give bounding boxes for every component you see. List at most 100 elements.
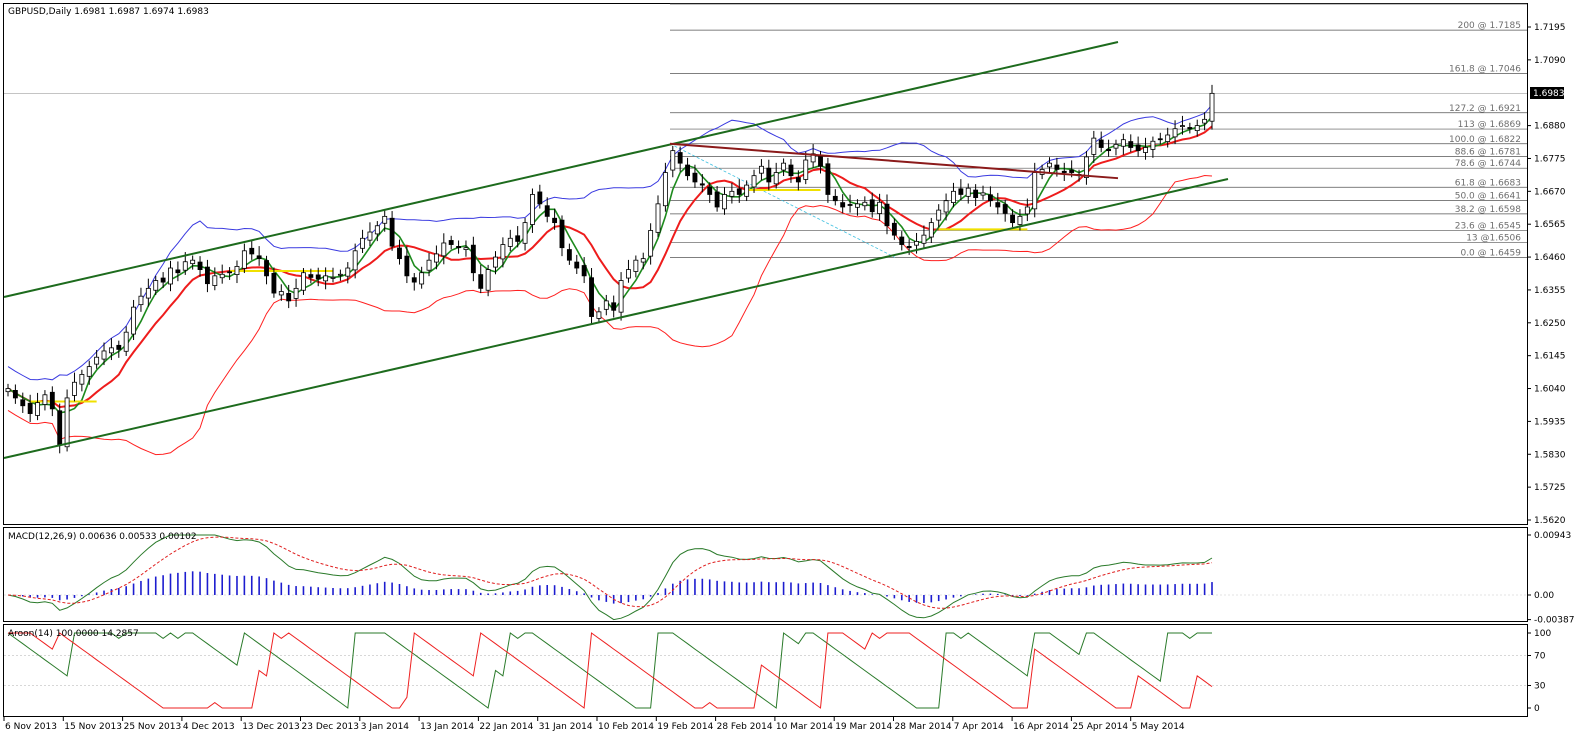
lower-channel-line [3, 178, 1229, 459]
upper-channel-line [3, 41, 1119, 298]
bull-candle [123, 331, 129, 352]
bull-candle [603, 300, 609, 310]
bull-candle [500, 244, 506, 260]
bull-candle [744, 184, 750, 197]
bull-candle [426, 259, 432, 271]
bull-candle [722, 194, 727, 210]
bull-candle [301, 272, 306, 291]
price-tick-label: 1.7090 [1534, 56, 1566, 66]
bear-candle [1128, 141, 1134, 148]
bull-candle [153, 280, 159, 291]
bear-candle [736, 188, 742, 195]
bear-candle [537, 191, 543, 205]
current-price-marker: 1.6983 [1530, 87, 1565, 99]
bull-candle [943, 200, 949, 213]
bear-candle [397, 247, 402, 260]
date-tick-label: 16 Apr 2014 [1013, 722, 1069, 732]
aroon-indicator [4, 632, 1527, 709]
bear-candle [49, 391, 55, 410]
bear-candle [264, 260, 269, 277]
fib-diagonal-line [669, 143, 896, 258]
bear-candle [1054, 164, 1060, 170]
date-tick-label: 28 Mar 2014 [895, 722, 952, 732]
bear-candle [677, 152, 683, 164]
date-tick-label: 5 May 2014 [1132, 722, 1185, 732]
bull-candle [441, 242, 447, 257]
price-tick-label: 1.6145 [1534, 352, 1566, 362]
bear-candle [315, 274, 321, 280]
bull-candle [131, 306, 137, 335]
aroon-down-line [8, 632, 1213, 709]
bull-candle [493, 256, 498, 268]
bull-candle [463, 247, 469, 250]
bull-candle [108, 347, 114, 354]
bull-candle [1047, 162, 1052, 168]
bear-candle [116, 344, 122, 350]
bear-candle [581, 265, 587, 277]
price-tick-label: 1.6250 [1534, 319, 1566, 329]
bear-candle [20, 399, 26, 407]
bull-candle [980, 192, 986, 196]
bull-candle [182, 261, 188, 271]
bear-candle [899, 236, 905, 245]
macd-axis: 0.00943 0.00 -0.00387 [1527, 531, 1574, 626]
bear-candle [559, 219, 565, 249]
bull-candle [662, 172, 668, 207]
current-price-label: 1.6983 [1533, 89, 1565, 99]
fib-level-label: 200 @ 1.7185 [1458, 21, 1521, 31]
bull-candle [138, 295, 144, 306]
macd-title: MACD(12,26,9) 0.00636 0.00533 0.00102 [8, 532, 197, 542]
bear-candle [840, 202, 846, 208]
aroon-tick-label: 70 [1534, 652, 1546, 662]
date-tick-label: 10 Mar 2014 [776, 722, 833, 732]
price-tick-label: 1.6460 [1534, 253, 1566, 263]
bull-candle [1083, 156, 1089, 178]
bull-candle [101, 350, 107, 360]
bull-candle [862, 201, 868, 207]
bull-candle [655, 203, 661, 233]
date-tick-label: 31 Jan 2014 [539, 722, 593, 732]
bull-candle [803, 159, 809, 180]
bear-candle [175, 269, 181, 274]
bull-candle [1180, 125, 1185, 127]
date-tick-label: 19 Mar 2014 [835, 722, 892, 732]
bear-candle [692, 172, 698, 183]
fib-level-label: 100.0 @ 1.6822 [1449, 135, 1521, 145]
bull-candle [670, 150, 676, 171]
bear-candle [544, 205, 550, 217]
bear-candle [1098, 139, 1104, 148]
bear-candle [795, 177, 801, 183]
bear-candle [456, 246, 462, 249]
price-tick-label: 1.5935 [1534, 417, 1566, 427]
price-tick-label: 1.6040 [1534, 385, 1566, 395]
bull-candle [145, 287, 151, 299]
bull-candle [212, 275, 218, 286]
date-tick-label: 23 Dec 2013 [302, 722, 360, 732]
bull-candle [751, 175, 757, 188]
aroon-tick-label: 100 [1534, 629, 1551, 639]
bear-candle [1187, 127, 1193, 130]
bull-candle [1091, 137, 1097, 155]
bull-candle [914, 241, 919, 246]
aroon-axis: 100 70 30 0 [1527, 629, 1551, 714]
fib-level-label: 88.6 @ 1.6781 [1455, 148, 1521, 158]
bull-candle [345, 267, 351, 277]
bull-candle [1165, 134, 1171, 142]
bollinger-upper [7, 104, 1213, 381]
bear-candle [1002, 204, 1008, 214]
price-tick-label: 1.7195 [1534, 23, 1566, 33]
macd-panel [3, 527, 1528, 622]
fib-level-label: 50.0 @ 1.6641 [1455, 191, 1521, 201]
bull-candle [1032, 172, 1038, 210]
bull-candle [877, 201, 883, 214]
bear-candle [389, 217, 395, 247]
fib-level-label: 78.6 @ 1.6744 [1455, 159, 1522, 169]
bull-candle [522, 222, 528, 244]
bear-candle [973, 189, 979, 198]
bull-candle [1150, 140, 1156, 150]
bull-candle [86, 366, 92, 377]
bull-candle [72, 381, 77, 396]
aroon-panel [3, 624, 1528, 717]
bear-candle [825, 163, 831, 195]
